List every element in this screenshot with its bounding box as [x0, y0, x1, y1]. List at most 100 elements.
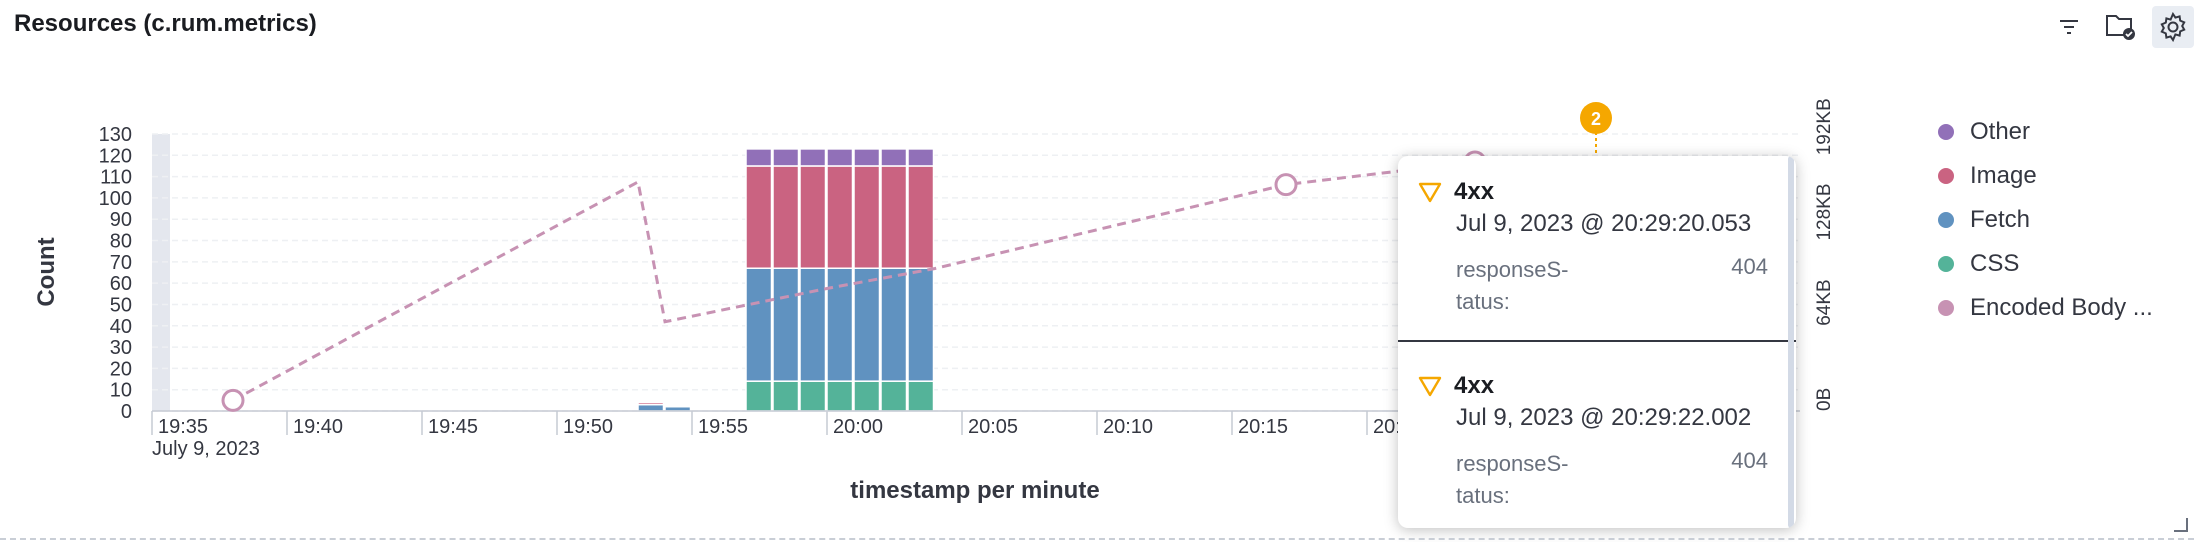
- y-tick-label: 0: [121, 401, 132, 423]
- x-tick-label: 19:40: [293, 416, 343, 438]
- panel-title: Resources (c.rum.metrics): [14, 10, 317, 37]
- bar-segment: [826, 165, 854, 269]
- line-marker: [221, 388, 245, 412]
- x-date-label: July 9, 2023: [152, 438, 260, 460]
- x-tick-label: 20:10: [1103, 416, 1153, 438]
- y-tick-label: 100: [99, 188, 132, 210]
- y-tick-label: 30: [110, 337, 132, 359]
- plot-margin-band: [152, 134, 170, 411]
- x-tick-label: 20:05: [968, 416, 1018, 438]
- filter-icon: [2060, 20, 2078, 34]
- y2-tick-label: 64KB: [1814, 279, 1835, 325]
- annotation-tooltip: 4xx Jul 9, 2023 @ 20:29:20.053 responseS…: [1398, 156, 1796, 528]
- y2-tick-label: 0B: [1814, 388, 1835, 411]
- legend-swatch: [1938, 300, 1954, 316]
- bar-segment: [853, 380, 881, 412]
- legend-item[interactable]: Other: [1938, 110, 2153, 154]
- x-tick-label: 20:00: [833, 416, 883, 438]
- x-axis-title: timestamp per minute: [850, 477, 1099, 504]
- tooltip-date: Jul 9, 2023 @ 20:29:20.053: [1456, 210, 1752, 237]
- y-axis-title: Count: [33, 237, 60, 306]
- y-tick-label: 50: [110, 294, 132, 316]
- annotation-badge: [1580, 102, 1612, 134]
- chart-legend: Other Image Fetch CSS Encoded Body ...: [1938, 110, 2153, 330]
- bar-segment: [799, 380, 827, 412]
- legend-swatch: [1938, 256, 1954, 272]
- y-tick-label: 80: [110, 231, 132, 253]
- filter-button[interactable]: [2048, 6, 2090, 48]
- bar-segment: [772, 165, 800, 269]
- bar-segment: [745, 267, 773, 382]
- bar-segment: [637, 401, 665, 406]
- y-tick-label: 60: [110, 273, 132, 295]
- bar-segment: [907, 148, 935, 167]
- tooltip-value: 404: [1731, 448, 1768, 473]
- legend-label: Encoded Body ...: [1970, 294, 2153, 321]
- bar-segment: [880, 267, 908, 382]
- panel-border: [0, 538, 2194, 540]
- bar-segment: [637, 403, 665, 412]
- bar-segment: [907, 267, 935, 382]
- line-marker: [1274, 173, 1298, 197]
- legend-label: Fetch: [1970, 206, 2031, 233]
- y2-tick-label: 128KB: [1814, 183, 1835, 240]
- gear-icon: [2160, 12, 2186, 42]
- bar-segment: [799, 148, 827, 167]
- legend-item[interactable]: Encoded Body ...: [1938, 286, 2153, 330]
- panel-toolbar: [2048, 6, 2194, 48]
- bar-segment: [772, 148, 800, 167]
- legend-item[interactable]: CSS: [1938, 242, 2153, 286]
- y-tick-label: 40: [110, 316, 132, 338]
- bar-segment: [772, 267, 800, 382]
- tooltip-value: 404: [1731, 254, 1768, 279]
- triangle-down-icon: [1418, 376, 1442, 397]
- bar-segment: [853, 148, 881, 167]
- bar-segment: [853, 267, 881, 382]
- bar-segment: [826, 380, 854, 412]
- tooltip-date: Jul 9, 2023 @ 20:29:22.002: [1456, 404, 1752, 431]
- bar-segment: [799, 267, 827, 382]
- y-tick-label: 110: [100, 167, 132, 189]
- resize-handle[interactable]: [2174, 518, 2188, 532]
- tooltip-key: responseS- tatus:: [1456, 257, 1569, 314]
- annotation-count: 2: [1591, 109, 1601, 129]
- bar-segment: [907, 165, 935, 269]
- legend-item[interactable]: Image: [1938, 154, 2153, 198]
- legend-swatch: [1938, 168, 1954, 184]
- y2-tick-label: 192KB: [1814, 98, 1835, 155]
- y-tick-label: 130: [99, 124, 132, 146]
- y-tick-label: 120: [99, 145, 132, 167]
- legend-label: Image: [1970, 162, 2037, 189]
- y-tick-label: 90: [110, 209, 132, 231]
- tooltip-divider: [1398, 340, 1796, 342]
- legend-item[interactable]: Fetch: [1938, 198, 2153, 242]
- bar-segment: [799, 165, 827, 269]
- legend-swatch: [1938, 212, 1954, 228]
- tooltip-title: 4xx: [1454, 178, 1495, 205]
- bar-segment: [880, 380, 908, 412]
- legend-swatch: [1938, 124, 1954, 140]
- bar-segment: [745, 380, 773, 412]
- x-tick-label: 19:35: [158, 416, 208, 438]
- bar-segment: [907, 380, 935, 412]
- tooltip-title: 4xx: [1454, 372, 1495, 399]
- bar-segment: [880, 148, 908, 167]
- bar-segment: [880, 165, 908, 269]
- x-tick-label: 20:15: [1238, 416, 1288, 438]
- bar-segment: [853, 165, 881, 269]
- legend-label: CSS: [1970, 250, 2020, 277]
- x-tick-label: 19:55: [698, 416, 748, 438]
- bar-segment: [745, 165, 773, 269]
- folder-check-icon: [2106, 15, 2135, 40]
- tooltip-scrollbar[interactable]: [1788, 156, 1794, 528]
- triangle-down-icon: [1418, 182, 1442, 203]
- y-tick-label: 70: [110, 252, 132, 274]
- x-tick-label: 19:50: [563, 416, 613, 438]
- bar-segment: [772, 380, 800, 412]
- y-tick-label: 20: [110, 358, 132, 380]
- bar-segment: [826, 148, 854, 167]
- settings-button[interactable]: [2152, 6, 2194, 48]
- legend-label: Other: [1970, 118, 2031, 145]
- bar-segment: [745, 148, 773, 167]
- folder-check-button[interactable]: [2100, 6, 2142, 48]
